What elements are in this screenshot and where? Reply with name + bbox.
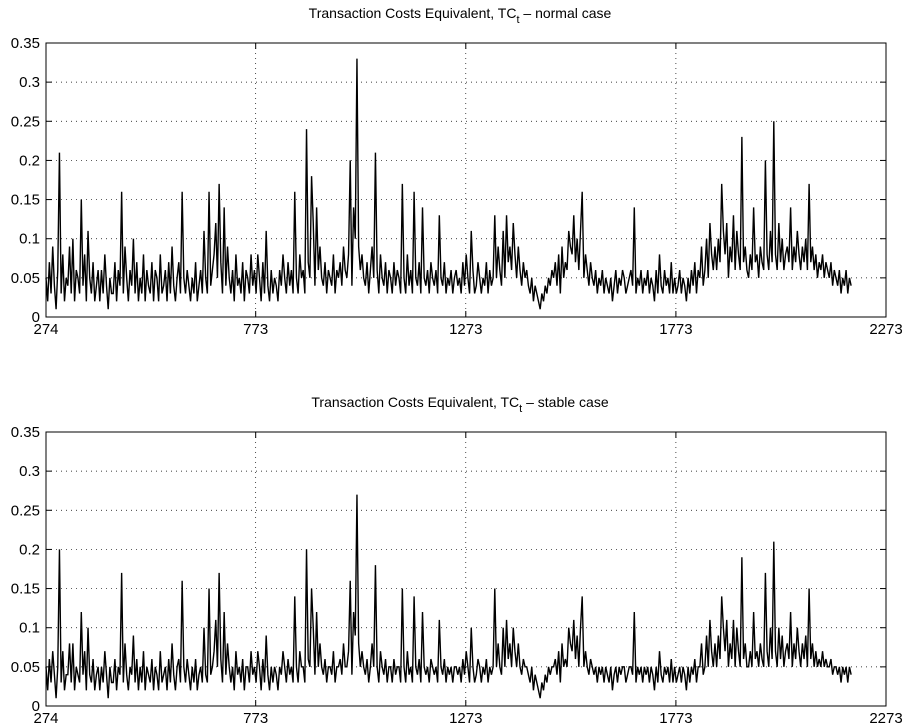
plot-area	[45, 431, 887, 707]
chart-title: Transaction Costs Equivalent, TCt – stab…	[311, 394, 608, 415]
y-tick-label: 0.1	[19, 620, 40, 637]
y-tick-label: 0.35	[11, 424, 40, 441]
y-tick-label: 0	[32, 309, 40, 326]
x-tick-label: 274	[33, 710, 58, 726]
y-tick-label: 0.05	[11, 659, 40, 676]
y-tick-label: 0.25	[11, 113, 40, 130]
chart-stable-case: Transaction Costs Equivalent, TCt – stab…	[11, 394, 903, 726]
y-tick-label: 0.35	[11, 35, 40, 52]
y-tick-label: 0.15	[11, 581, 40, 598]
x-tick-label: 773	[243, 321, 268, 338]
x-tick-label: 1273	[449, 321, 482, 338]
x-tick-label: 1273	[449, 710, 482, 726]
y-tick-label: 0.3	[19, 74, 40, 91]
y-tick-label: 0.15	[11, 192, 40, 209]
y-tick-label: 0.2	[19, 541, 40, 558]
x-tick-label: 1773	[659, 321, 692, 338]
x-tick-label: 2273	[869, 710, 902, 726]
chart-title: Transaction Costs Equivalent, TCt – norm…	[309, 5, 612, 26]
y-tick-label: 0.25	[11, 502, 40, 519]
y-tick-label: 0.3	[19, 463, 40, 480]
y-tick-label: 0.05	[11, 270, 40, 287]
x-tick-label: 773	[243, 710, 268, 726]
x-tick-label: 1773	[659, 710, 692, 726]
series-line	[45, 494, 852, 699]
y-tick-label: 0.2	[19, 152, 40, 169]
y-tick-label: 0.1	[19, 231, 40, 248]
y-tick-label: 0	[32, 698, 40, 715]
x-tick-label: 2273	[869, 321, 902, 338]
plot-area	[45, 42, 887, 318]
series-line	[45, 58, 852, 310]
chart-normal-case: Transaction Costs Equivalent, TCt – norm…	[11, 5, 903, 338]
x-tick-label: 274	[33, 321, 58, 338]
